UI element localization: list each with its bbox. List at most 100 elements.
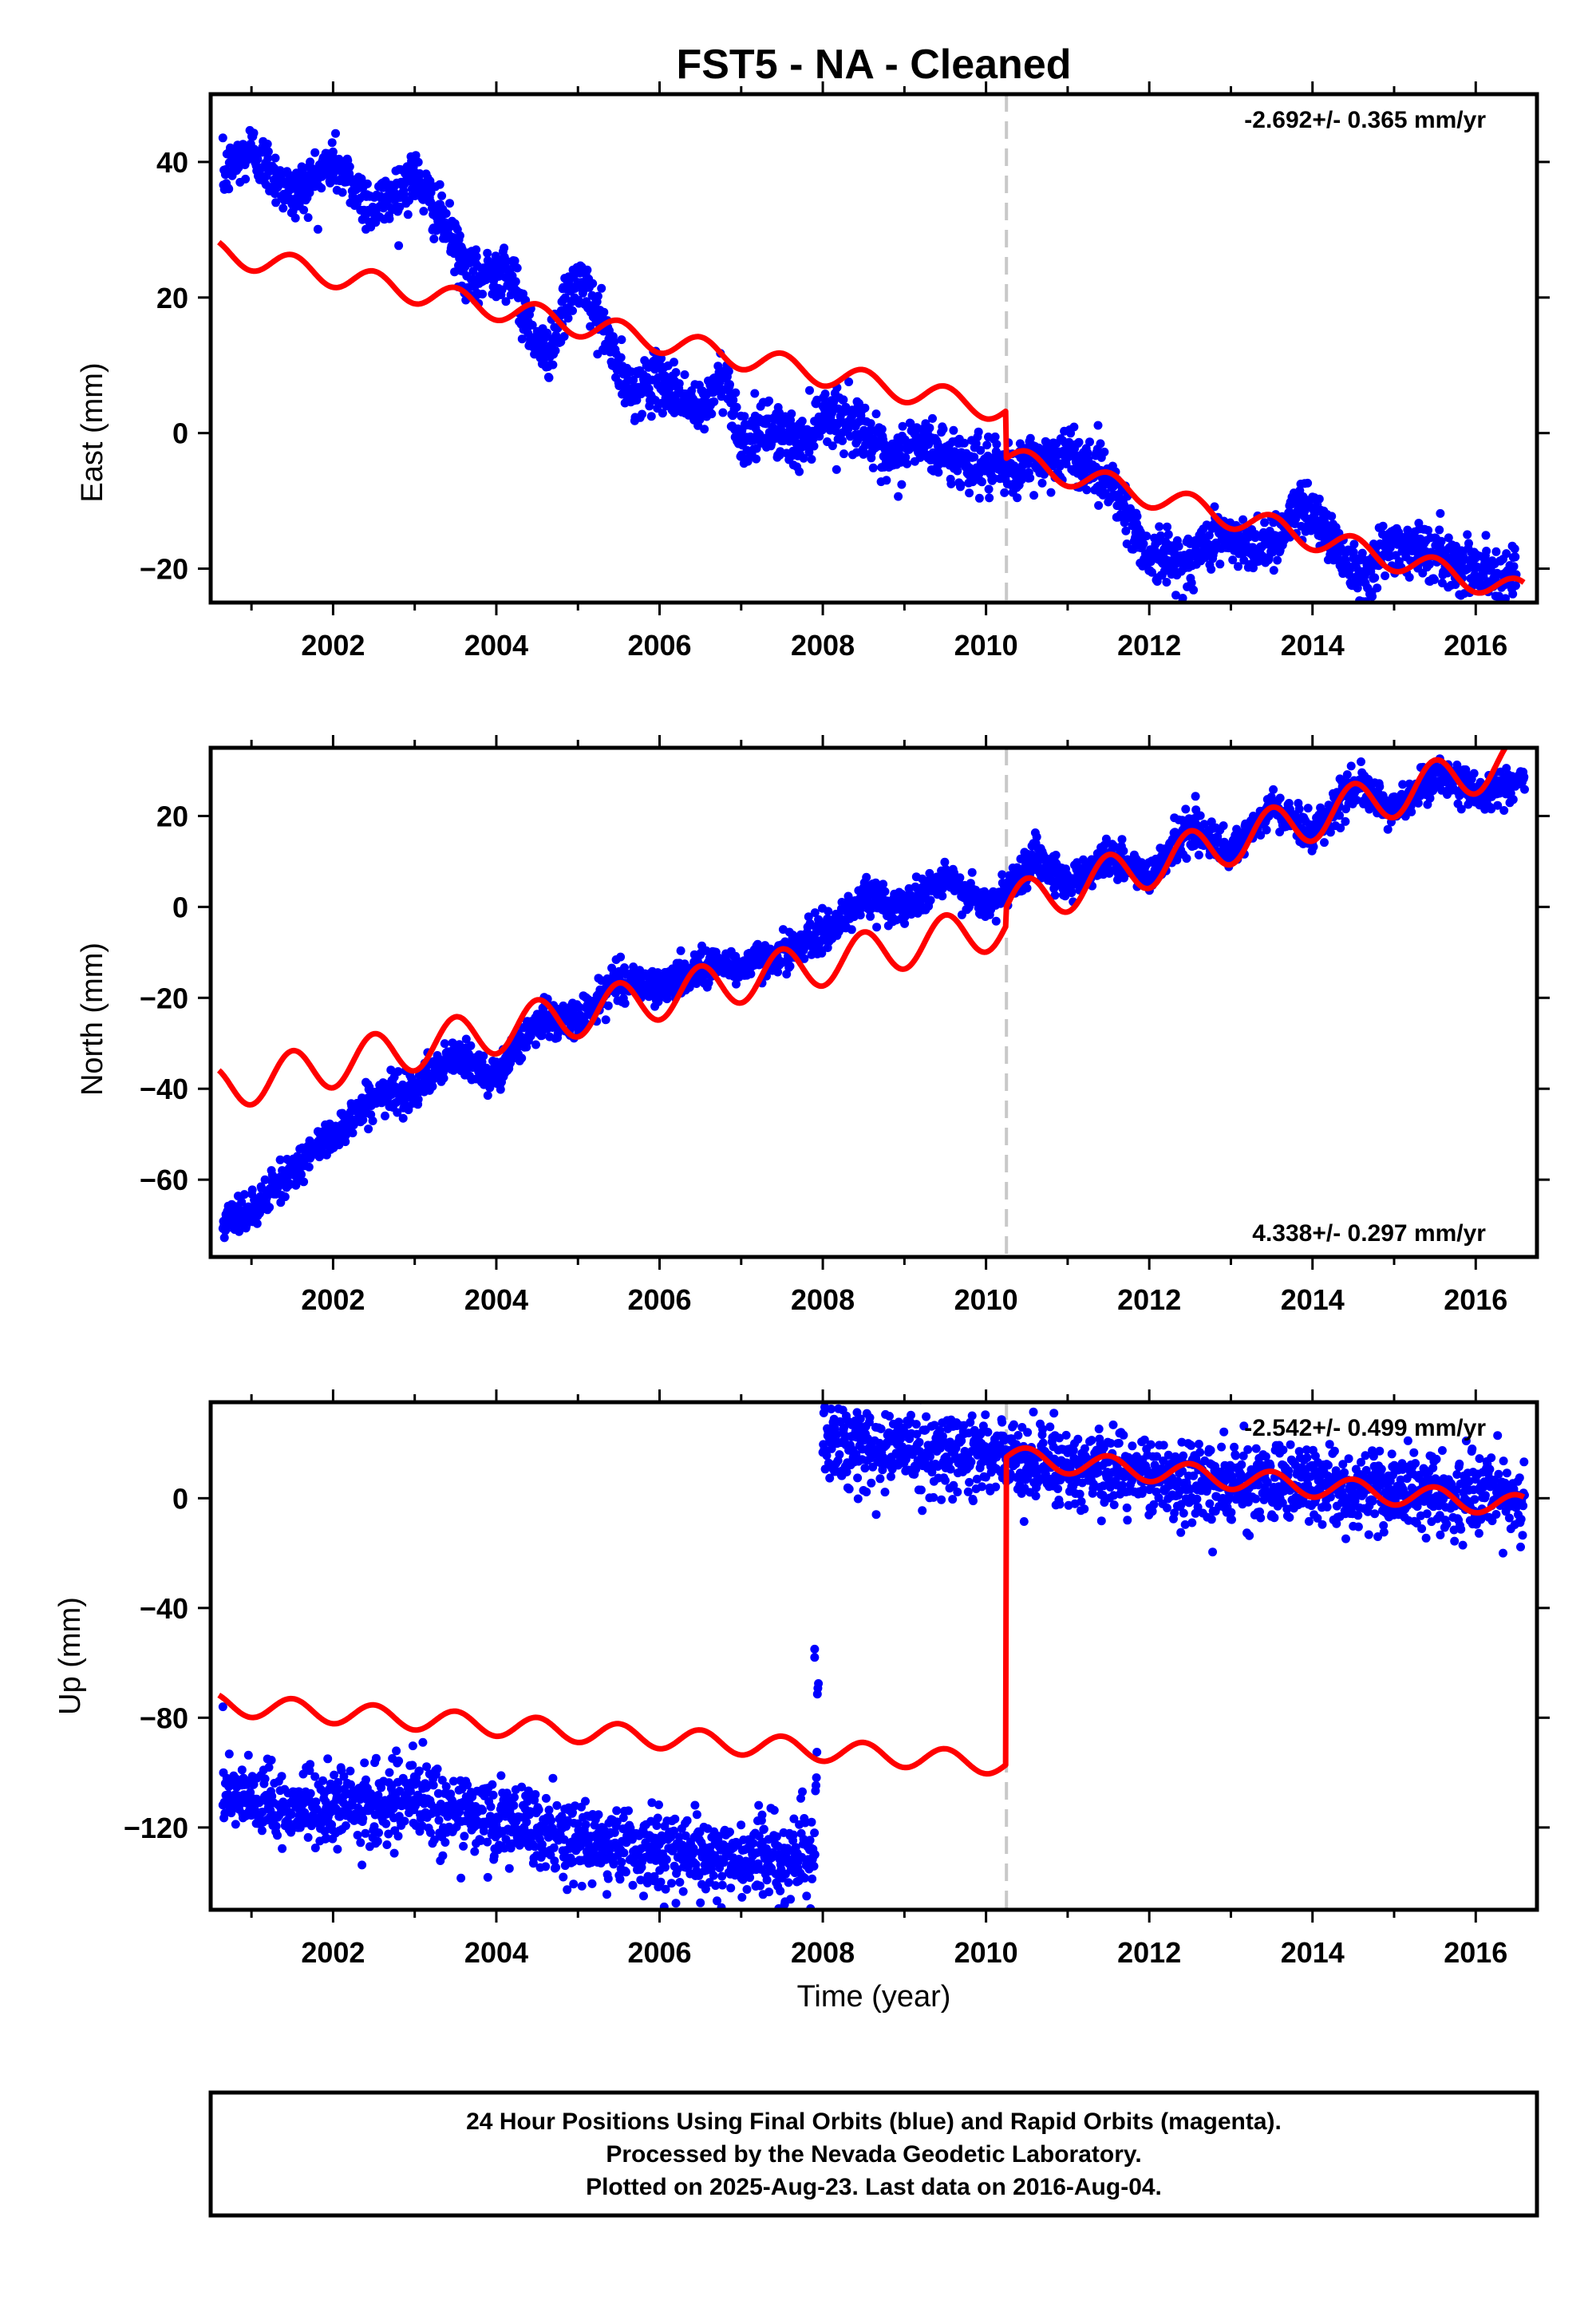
east-y-tick-label: 20 xyxy=(156,282,188,314)
north-observation-point xyxy=(341,1137,350,1147)
north-observation-point xyxy=(991,916,1001,926)
east-observation-point xyxy=(551,346,560,355)
east-observation-point xyxy=(1074,437,1084,447)
east-observation-point xyxy=(568,306,577,315)
north-observation-point xyxy=(1199,820,1209,829)
east-observation-point xyxy=(1436,508,1445,518)
east-observation-point xyxy=(674,379,684,389)
east-panel: East (mm) 2002 2004 2006 2008 2010 2012 2014 20… xyxy=(76,81,1550,662)
east-x-tick-label: 2012 xyxy=(1117,629,1181,662)
north-observation-point xyxy=(855,911,865,920)
east-observation-point xyxy=(1171,591,1180,600)
east-observation-point xyxy=(709,397,719,406)
north-observation-point xyxy=(483,1091,492,1101)
north-observation-point xyxy=(785,962,795,971)
east-observation-point xyxy=(752,454,761,464)
north-observation-point xyxy=(866,911,875,921)
east-observation-point xyxy=(1436,536,1446,546)
east-plot-area xyxy=(216,94,1526,603)
east-observation-point xyxy=(1025,473,1035,483)
east-observation-point xyxy=(597,283,606,293)
east-observation-point xyxy=(478,290,488,298)
east-observation-point xyxy=(616,353,626,362)
east-observation-point xyxy=(1424,526,1433,535)
east-observation-point xyxy=(1013,493,1022,503)
east-observation-point xyxy=(241,174,251,184)
east-observation-point xyxy=(795,467,804,476)
north-observation-point xyxy=(603,1001,613,1010)
east-observation-point xyxy=(1187,578,1196,587)
east-observation-point xyxy=(271,153,280,163)
north-observation-point xyxy=(685,982,694,992)
east-observation-point xyxy=(1037,478,1047,488)
east-observation-point xyxy=(1178,594,1187,603)
north-observation-point xyxy=(297,1170,306,1180)
east-observation-point xyxy=(938,425,948,434)
east-observation-point xyxy=(729,395,738,405)
east-observation-point xyxy=(483,248,492,258)
north-observation-point xyxy=(466,1041,476,1050)
east-observation-point xyxy=(399,190,409,200)
east-model-line xyxy=(216,239,1526,596)
east-observation-point xyxy=(844,377,854,386)
east-observation-point xyxy=(1269,566,1278,575)
east-observation-point xyxy=(901,453,911,462)
east-observation-point xyxy=(804,448,814,457)
north-observation-point xyxy=(537,1030,547,1040)
north-observation-point xyxy=(824,907,833,916)
east-observation-point xyxy=(275,166,285,176)
north-observation-point xyxy=(732,979,741,989)
east-observation-point xyxy=(839,395,848,405)
north-observation-point xyxy=(810,908,820,918)
east-observation-point xyxy=(1148,567,1156,577)
north-observation-point xyxy=(704,978,713,988)
north-observation-point xyxy=(304,1162,314,1172)
east-observation-point xyxy=(1508,589,1518,599)
north-observation-point xyxy=(1336,824,1345,832)
east-observation-point xyxy=(1381,571,1390,580)
east-observation-point xyxy=(1046,488,1056,497)
east-observation-point xyxy=(718,408,728,417)
east-observation-point xyxy=(586,322,595,331)
east-observation-point xyxy=(992,440,1001,449)
north-observation-point xyxy=(393,1067,403,1077)
north-observation-point xyxy=(280,1192,290,1202)
east-observation-point xyxy=(661,371,670,381)
north-observation-point xyxy=(800,954,809,963)
east-observation-point xyxy=(820,389,830,399)
east-observation-point xyxy=(832,464,841,474)
east-observation-point xyxy=(1303,478,1313,488)
east-observation-point xyxy=(1273,555,1282,565)
north-observation-point xyxy=(1191,792,1200,801)
east-observation-point xyxy=(1501,594,1510,603)
east-observation-point xyxy=(1156,531,1165,540)
east-observation-point xyxy=(797,417,807,426)
east-observation-point xyxy=(903,459,912,468)
east-observation-point xyxy=(313,224,322,234)
north-observation-point xyxy=(235,1227,244,1236)
east-observation-point xyxy=(1000,488,1009,497)
east-observation-point xyxy=(928,413,937,423)
north-observation-point xyxy=(1309,842,1318,852)
north-observation-point xyxy=(393,1108,402,1117)
east-observation-point xyxy=(868,463,878,472)
east-observation-point xyxy=(1082,485,1092,495)
east-observation-point xyxy=(362,179,372,188)
north-observation-point xyxy=(265,1203,275,1212)
east-observation-point xyxy=(750,389,760,398)
east-observation-point xyxy=(983,451,993,460)
east-observation-point xyxy=(632,395,642,405)
east-observation-point xyxy=(654,373,663,382)
east-observation-point xyxy=(1435,525,1444,535)
north-observation-point xyxy=(1219,821,1228,831)
east-observation-point xyxy=(670,358,678,367)
north-observation-point xyxy=(654,997,663,1006)
east-observation-point xyxy=(1511,581,1520,591)
north-observation-point xyxy=(872,923,882,932)
east-observation-point xyxy=(638,409,647,419)
north-observation-point xyxy=(616,952,626,962)
east-observation-point xyxy=(860,403,870,413)
north-observation-point xyxy=(1256,831,1266,840)
north-observation-point xyxy=(1194,850,1203,860)
